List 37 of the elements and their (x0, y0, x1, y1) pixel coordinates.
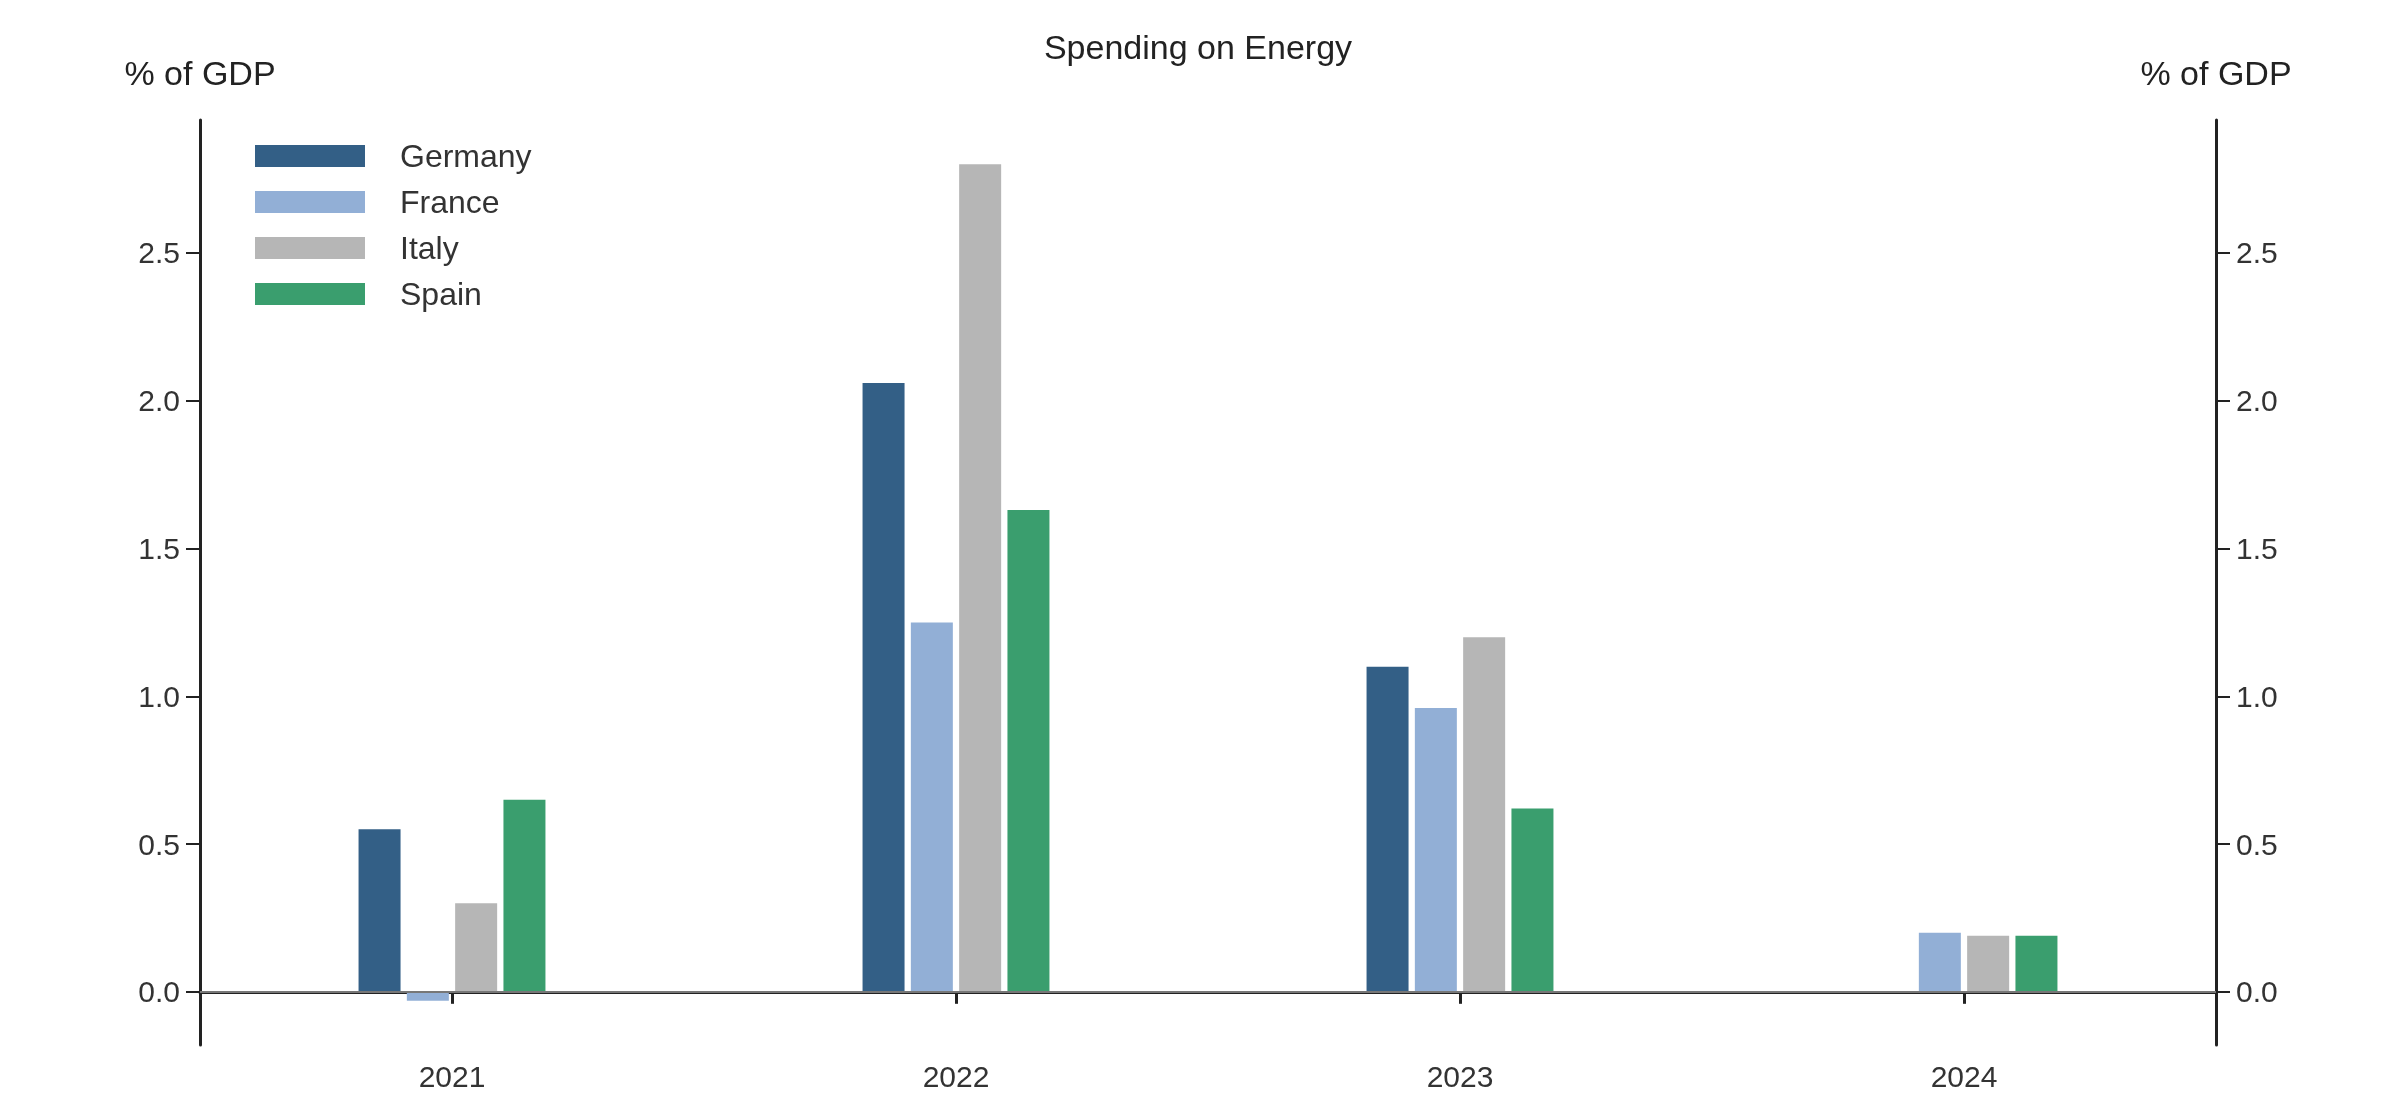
bar (959, 164, 1002, 992)
y-tick-label: 2.5 (138, 236, 180, 270)
legend-label: France (400, 184, 500, 220)
bar (1511, 808, 1554, 992)
x-tick-label: 2022 (922, 1059, 990, 1093)
chart-title: Spending on Energy (1043, 28, 1353, 66)
bar (1007, 510, 1050, 992)
y-axis-title: % of GDP (124, 54, 276, 92)
x-tick-label: 2021 (418, 1059, 486, 1093)
y-tick-label: 1.5 (138, 532, 180, 566)
y-tick-label: 0.5 (138, 827, 180, 861)
x-tick-label: 2024 (1930, 1059, 1998, 1093)
y-tick-label: 1.0 (138, 679, 180, 713)
bar (503, 799, 546, 992)
bar (862, 383, 905, 992)
y2-axis-title: % of GDP (2140, 54, 2292, 92)
y2-tick-label: 1.0 (2236, 679, 2278, 713)
bar (1366, 666, 1409, 992)
y-tick-label: 2.0 (138, 384, 180, 418)
bar (358, 829, 401, 992)
bar (2015, 935, 2058, 992)
y2-tick-label: 1.5 (2236, 532, 2278, 566)
y2-tick-label: 2.5 (2236, 236, 2278, 270)
bar (455, 903, 498, 992)
legend-label: Spain (400, 276, 482, 312)
x-tick-label: 2023 (1426, 1059, 1494, 1093)
y2-tick-label: 2.0 (2236, 384, 2278, 418)
bar (910, 622, 953, 992)
bar (1918, 932, 1961, 992)
legend-label: Italy (400, 230, 459, 266)
y-tick-label: 0.0 (138, 975, 180, 1009)
bar (1967, 935, 2010, 992)
legend-label: Germany (400, 138, 532, 174)
y2-tick-label: 0.5 (2236, 827, 2278, 861)
bar (1414, 708, 1457, 992)
bar (1463, 637, 1506, 992)
y2-tick-label: 0.0 (2236, 975, 2278, 1009)
